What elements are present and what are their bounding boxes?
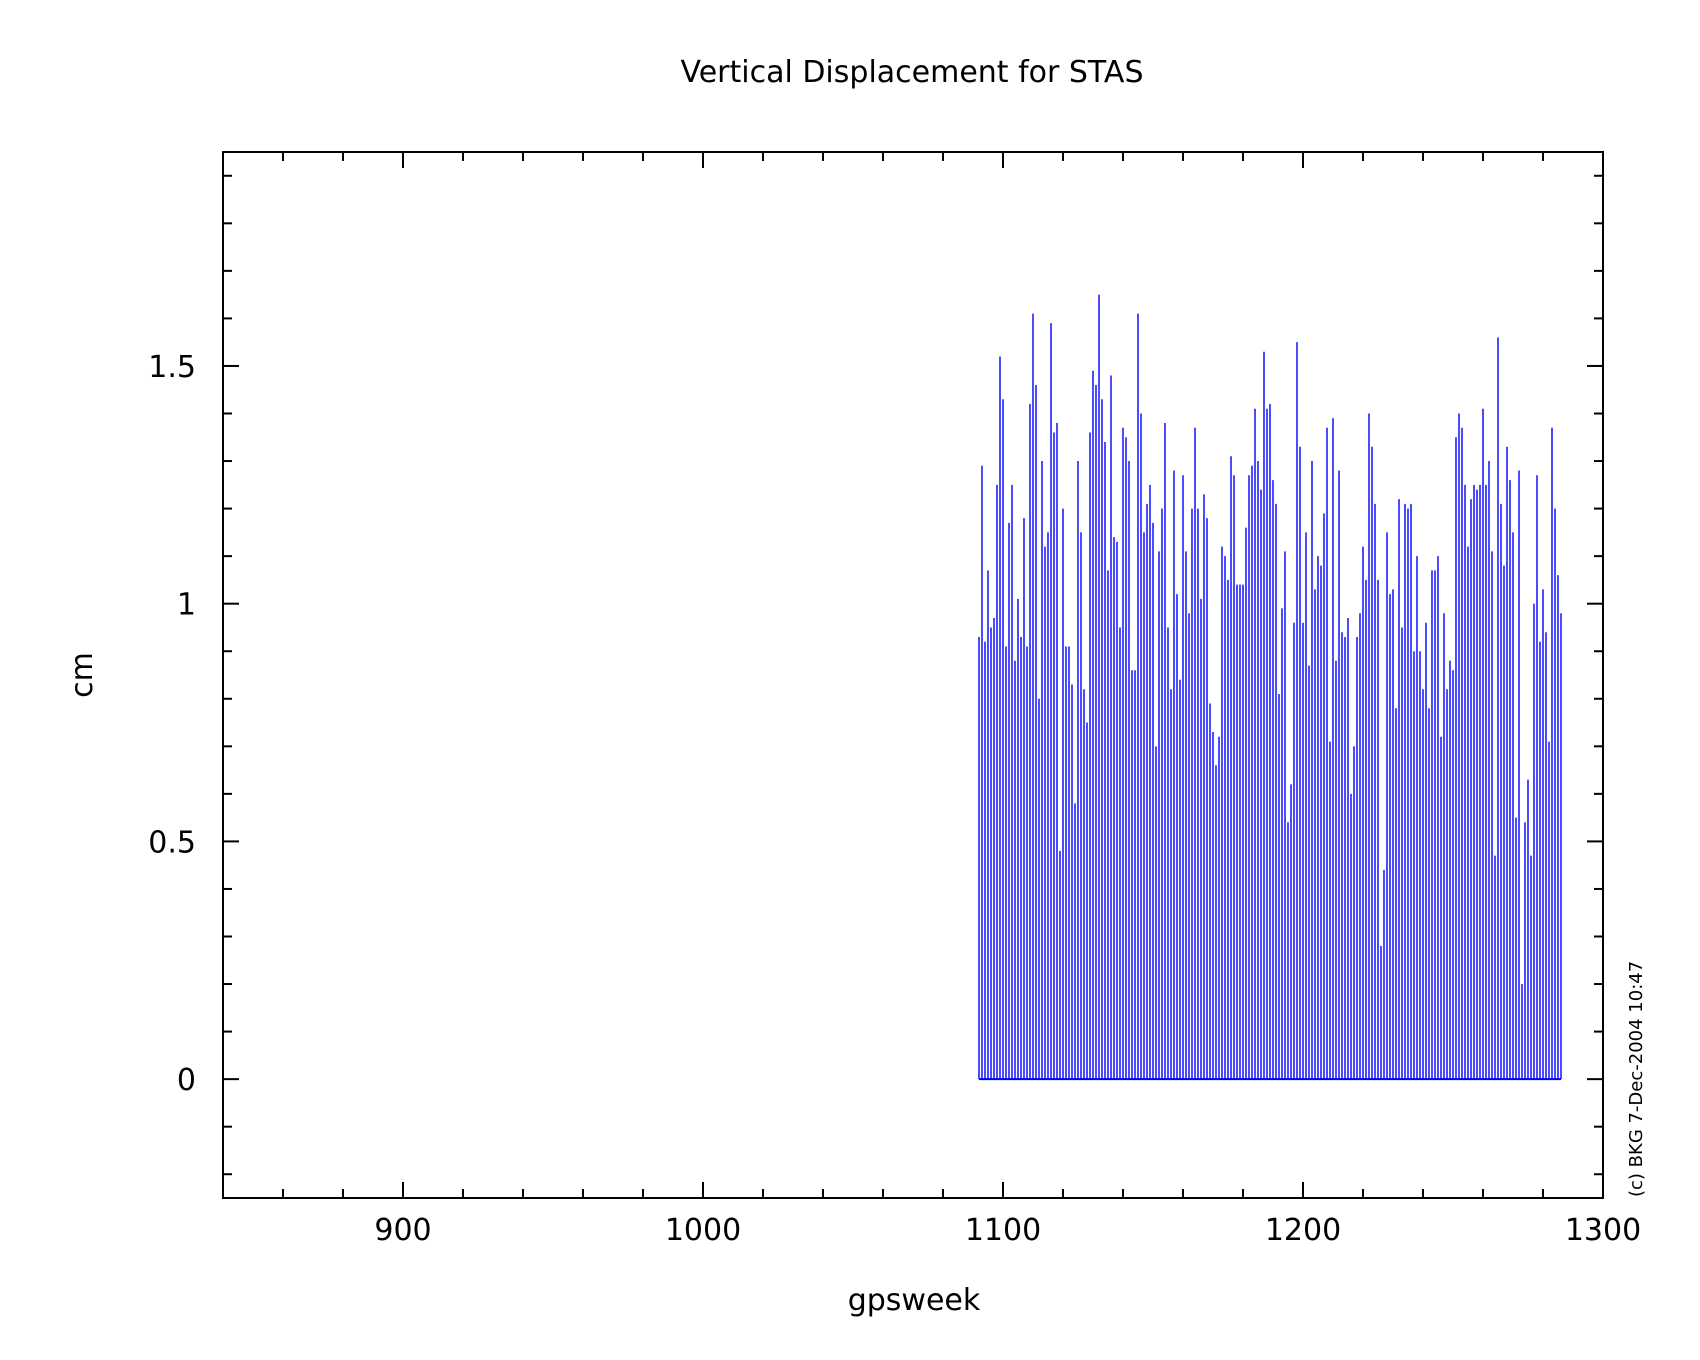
x-tick-label: 1300: [1565, 1213, 1641, 1248]
y-tick-label: 1: [177, 588, 196, 623]
y-tick-label: 0: [177, 1063, 196, 1098]
chart-title: Vertical Displacement for STAS: [681, 55, 1144, 90]
y-tick-labels: 0 0.5 1 1.5: [148, 350, 196, 1098]
y-axis-label: cm: [65, 652, 100, 698]
plot-frame: [222, 151, 1604, 1199]
credit-note: (c) BKG 7-Dec-2004 10:47: [1626, 961, 1647, 1197]
y-tick-label: 1.5: [148, 350, 196, 385]
x-tick-label: 1200: [1265, 1213, 1341, 1248]
y-tick-label: 0.5: [148, 825, 196, 860]
x-axis-label: gpsweek: [848, 1283, 981, 1318]
x-tick-label: 900: [374, 1213, 431, 1248]
x-tick-labels: 900 1000 1100 1200 1300: [374, 1213, 1641, 1248]
x-tick-label: 1000: [665, 1213, 741, 1248]
y-tick-marks: [223, 174, 1603, 1176]
bar-series: [978, 294, 1562, 1081]
x-tick-marks: [282, 152, 1604, 1198]
x-tick-label: 1100: [965, 1213, 1041, 1248]
